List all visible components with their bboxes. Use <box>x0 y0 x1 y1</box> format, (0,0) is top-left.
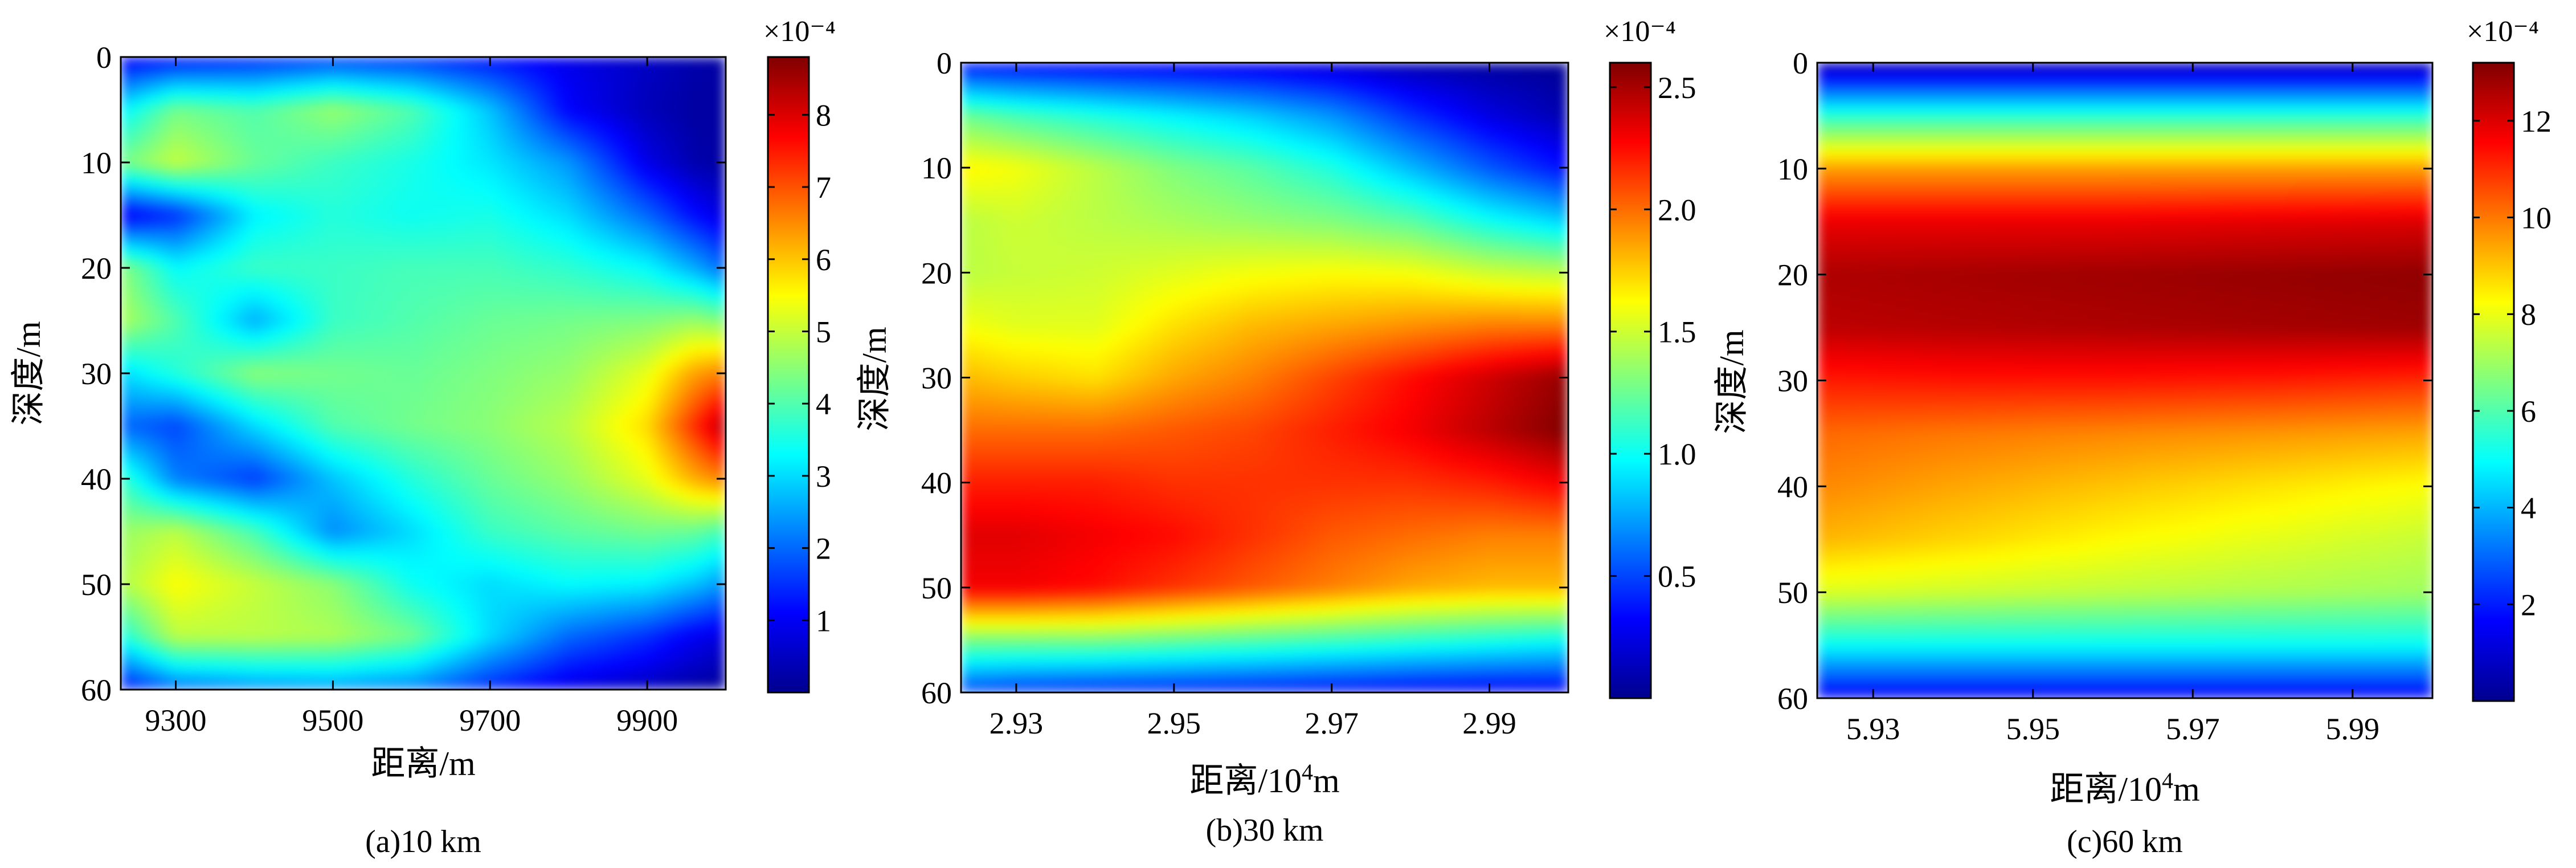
colorbar-tick-label: 7 <box>816 170 831 205</box>
y-tick-label: 20 <box>1777 258 1808 292</box>
y-tick-label: 40 <box>921 466 952 500</box>
colorbar-tick-label: 2.0 <box>1658 193 1696 227</box>
colorbar-tick-label: 10 <box>2521 201 2552 235</box>
xlabel-c-unit: m <box>2173 771 2200 808</box>
y-tick-label: 30 <box>1777 364 1808 398</box>
heatmap-c <box>1817 63 2432 698</box>
colorbar-tick-label: 6 <box>2521 394 2536 429</box>
colorbar-tick-label: 6 <box>816 243 831 277</box>
y-tick-label: 0 <box>1793 46 1808 80</box>
colorbar-tick-label: 5 <box>816 315 831 349</box>
x-tick-label: 5.95 <box>2006 712 2060 746</box>
colorbar-tick-label: 8 <box>2521 298 2536 332</box>
x-tick-label: 2.93 <box>989 706 1044 740</box>
heatmap-a <box>121 57 726 690</box>
colorbar-exponent-a: ×10⁻⁴ <box>763 15 836 48</box>
x-tick-label: 2.99 <box>1462 706 1516 740</box>
xlabel-a: 距离/m <box>371 745 475 783</box>
x-tick-label: 5.99 <box>2325 712 2379 746</box>
x-tick-label: 5.97 <box>2166 712 2220 746</box>
y-tick-label: 10 <box>81 146 112 180</box>
xlabel-b-main: 距离/10 <box>1189 762 1302 800</box>
heatmap-b <box>961 63 1568 692</box>
colorbar-tick-label: 0.5 <box>1658 560 1696 594</box>
colorbar-tick-label: 2 <box>816 532 831 566</box>
caption-b: (b)30 km <box>1206 813 1324 848</box>
ticks-b: 2.93 2.95 2.97 2.99 0 10 20 30 40 50 60 <box>921 46 1568 740</box>
y-tick-label: 40 <box>81 462 112 496</box>
caption-c: (c)60 km <box>2067 824 2183 859</box>
panel-b: 2.93 2.95 2.97 2.99 0 10 20 30 40 50 60 距离/104m 深度… <box>856 15 1696 848</box>
x-tick-label: 5.93 <box>1846 712 1900 746</box>
y-tick-label: 60 <box>1777 682 1808 716</box>
colorbar-tick-label: 4 <box>816 387 831 421</box>
colorbar-tick-label: 4 <box>2521 491 2536 525</box>
xlabel-c: 距离/104m <box>2050 768 2199 808</box>
ylabel-c: 深度/m <box>1713 329 1751 434</box>
colorbar-tick-label: 3 <box>816 459 831 494</box>
colorbar-a <box>767 56 810 694</box>
colorbar-tick-label: 1.0 <box>1658 437 1696 471</box>
y-tick-label: 60 <box>921 676 952 710</box>
colorbar-exponent-b: ×10⁻⁴ <box>1604 15 1676 48</box>
y-tick-label: 10 <box>921 151 952 185</box>
colorbar-c <box>2472 62 2515 702</box>
y-tick-label: 40 <box>1777 470 1808 504</box>
y-tick-label: 20 <box>81 251 112 286</box>
colorbar-tick-label: 12 <box>2521 104 2552 138</box>
heatmap-canvas-c <box>1817 63 2432 698</box>
colorbar-tick-label: 8 <box>816 98 831 132</box>
heatmap-canvas-a <box>121 57 726 690</box>
y-tick-label: 50 <box>921 571 952 605</box>
xlabel-c-main: 距离/10 <box>2050 771 2162 808</box>
ticks-a: 9300 9500 9700 9900 0 10 20 30 40 50 60 <box>81 40 726 737</box>
colorbar-tick-label: 2 <box>2521 588 2536 622</box>
y-tick-label: 30 <box>921 361 952 396</box>
y-tick-label: 0 <box>937 46 952 80</box>
y-tick-label: 20 <box>921 256 952 290</box>
xlabel-b-sup: 4 <box>1302 759 1313 785</box>
y-tick-label: 30 <box>81 357 112 391</box>
colorbar-b <box>1609 62 1652 699</box>
x-tick-label: 2.97 <box>1305 706 1359 740</box>
colorbar-ticks-b: 0.5 1.0 1.5 2.0 2.5 <box>1610 71 1696 594</box>
colorbar-tick-label: 2.5 <box>1658 71 1696 105</box>
caption-a: (a)10 km <box>365 824 481 859</box>
colorbar-ticks-a: 1 2 3 4 5 6 7 8 <box>768 98 831 638</box>
x-tick-label: 9900 <box>616 703 678 737</box>
xlabel-b-unit: m <box>1313 762 1340 800</box>
y-tick-label: 50 <box>1777 576 1808 610</box>
colorbar-ticks-c: 2 4 6 8 10 12 <box>2473 104 2552 622</box>
x-tick-label: 9700 <box>459 703 521 737</box>
x-tick-label: 2.95 <box>1147 706 1201 740</box>
colorbar-exponent-c: ×10⁻⁴ <box>2467 15 2539 48</box>
heatmap-canvas-b <box>961 63 1568 692</box>
y-tick-label: 0 <box>96 40 112 75</box>
colorbar-tick-label: 1 <box>816 604 831 638</box>
y-tick-label: 50 <box>81 568 112 602</box>
y-tick-label: 60 <box>81 673 112 707</box>
y-tick-label: 10 <box>1777 152 1808 186</box>
colorbar-tick-label: 1.5 <box>1658 315 1696 349</box>
ylabel-a: 深度/m <box>10 321 47 425</box>
x-tick-label: 9300 <box>145 703 207 737</box>
x-tick-label: 9500 <box>302 703 363 737</box>
xlabel-c-sup: 4 <box>2162 768 2173 793</box>
ylabel-b: 深度/m <box>856 327 893 431</box>
ticks-c: 5.93 5.95 5.97 5.99 0 10 20 30 40 50 60 <box>1777 46 2432 746</box>
xlabel-b: 距离/104m <box>1189 759 1339 800</box>
